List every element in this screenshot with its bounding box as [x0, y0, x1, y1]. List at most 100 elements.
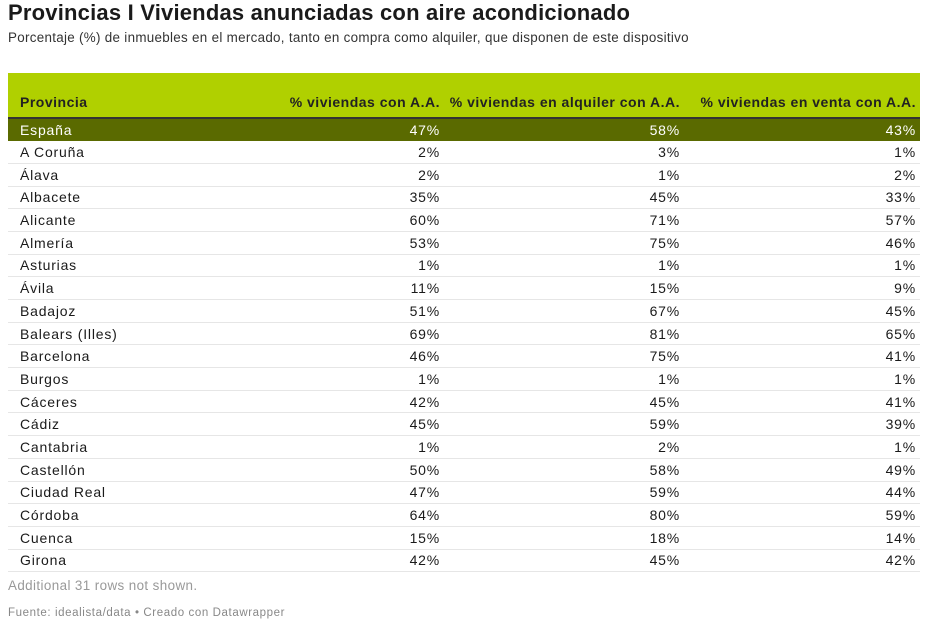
percentage-cell: 1%	[202, 367, 444, 391]
rows-not-shown-note: Additional 31 rows not shown.	[8, 578, 198, 593]
percentage-cell: 9%	[684, 276, 920, 300]
percentage-cell: 1%	[444, 163, 684, 187]
percentage-cell: 43%	[684, 118, 920, 142]
province-cell: A Coruña	[8, 140, 202, 164]
table-row: Córdoba 64% 80% 59%	[8, 503, 920, 527]
percentage-cell: 45%	[202, 412, 444, 437]
province-cell: Balears (Illes)	[8, 322, 202, 346]
percentage-cell: 1%	[684, 254, 920, 278]
percentage-cell: 1%	[684, 367, 920, 391]
percentage-cell: 47%	[202, 118, 444, 142]
percentage-cell: 81%	[444, 322, 684, 346]
province-cell: Ávila	[8, 276, 202, 300]
province-cell: Cantabria	[8, 435, 202, 459]
province-cell: Álava	[8, 163, 202, 187]
province-cell: Cuenca	[8, 526, 202, 550]
column-header[interactable]: % viviendas con A.A.	[202, 73, 444, 119]
percentage-cell: 11%	[202, 276, 444, 300]
table-row: Girona 42% 45% 42%	[8, 549, 920, 573]
table-row: España 47% 58% 43%	[8, 118, 920, 142]
source-credit: Fuente: idealista/data • Creado con Data…	[8, 607, 286, 619]
chart-title: Provincias I Viviendas anunciadas con ai…	[8, 0, 631, 25]
percentage-cell: 75%	[444, 231, 684, 255]
percentage-cell: 35%	[202, 186, 444, 210]
table-row: Ávila 11% 15% 9%	[8, 276, 920, 300]
province-cell: Almería	[8, 231, 202, 255]
percentage-cell: 45%	[444, 390, 684, 414]
province-cell: Barcelona	[8, 344, 202, 369]
column-header[interactable]: % viviendas en venta con A.A.	[684, 73, 920, 119]
province-cell: Castellón	[8, 458, 202, 482]
province-cell: Burgos	[8, 367, 202, 391]
percentage-cell: 58%	[444, 458, 684, 482]
percentage-cell: 57%	[684, 208, 920, 232]
percentage-cell: 64%	[202, 503, 444, 527]
province-cell: Alicante	[8, 208, 202, 232]
table-row: Albacete 35% 45% 33%	[8, 186, 920, 210]
percentage-cell: 42%	[202, 390, 444, 414]
province-cell: Asturias	[8, 254, 202, 278]
percentage-cell: 59%	[444, 481, 684, 505]
province-cell: España	[8, 118, 202, 142]
percentage-cell: 15%	[202, 526, 444, 550]
table-row: Ciudad Real 47% 59% 44%	[8, 481, 920, 505]
percentage-cell: 1%	[444, 367, 684, 391]
percentage-cell: 58%	[444, 118, 684, 142]
column-header[interactable]: Provincia	[8, 73, 202, 119]
percentage-cell: 14%	[684, 526, 920, 550]
percentage-cell: 2%	[202, 140, 444, 164]
province-cell: Girona	[8, 549, 202, 573]
percentage-cell: 42%	[684, 549, 920, 573]
percentage-cell: 1%	[684, 140, 920, 164]
table-row: Badajoz 51% 67% 45%	[8, 299, 920, 323]
table-row: Alicante 60% 71% 57%	[8, 208, 920, 232]
percentage-cell: 69%	[202, 322, 444, 346]
percentage-cell: 2%	[444, 435, 684, 459]
province-cell: Cáceres	[8, 390, 202, 414]
percentage-cell: 39%	[684, 412, 920, 437]
table-row: Cuenca 15% 18% 14%	[8, 526, 920, 550]
percentage-cell: 53%	[202, 231, 444, 255]
table-row: Barcelona 46% 75% 41%	[8, 344, 920, 369]
table-row: Cantabria 1% 2% 1%	[8, 435, 920, 459]
percentage-cell: 2%	[684, 163, 920, 187]
province-cell: Badajoz	[8, 299, 202, 323]
table-row: Asturias 1% 1% 1%	[8, 254, 920, 278]
percentage-cell: 45%	[444, 549, 684, 573]
percentage-cell: 51%	[202, 299, 444, 323]
province-cell: Cádiz	[8, 412, 202, 437]
percentage-cell: 80%	[444, 503, 684, 527]
percentage-cell: 18%	[444, 526, 684, 550]
percentage-cell: 1%	[202, 435, 444, 459]
percentage-cell: 45%	[684, 299, 920, 323]
percentage-cell: 46%	[202, 344, 444, 369]
percentage-cell: 47%	[202, 481, 444, 505]
chart-subtitle: Porcentaje (%) de inmuebles en el mercad…	[8, 30, 689, 45]
percentage-cell: 50%	[202, 458, 444, 482]
column-header[interactable]: % viviendas en alquiler con A.A.	[444, 73, 684, 119]
percentage-cell: 60%	[202, 208, 444, 232]
percentage-cell: 15%	[444, 276, 684, 300]
percentage-cell: 71%	[444, 208, 684, 232]
percentage-cell: 59%	[684, 503, 920, 527]
table-row: Balears (Illes) 69% 81% 65%	[8, 322, 920, 346]
percentage-cell: 45%	[444, 186, 684, 210]
percentage-cell: 65%	[684, 322, 920, 346]
percentage-cell: 41%	[684, 344, 920, 369]
table-row: Cáceres 42% 45% 41%	[8, 390, 920, 414]
percentage-cell: 44%	[684, 481, 920, 505]
percentage-cell: 59%	[444, 412, 684, 437]
percentage-cell: 46%	[684, 231, 920, 255]
percentage-cell: 3%	[444, 140, 684, 164]
province-cell: Ciudad Real	[8, 481, 202, 505]
percentage-cell: 49%	[684, 458, 920, 482]
percentage-cell: 33%	[684, 186, 920, 210]
table-row: Burgos 1% 1% 1%	[8, 367, 920, 391]
table-row: Castellón 50% 58% 49%	[8, 458, 920, 482]
data-table: Provincia % viviendas con A.A. % viviend…	[8, 73, 920, 573]
table-row: Álava 2% 1% 2%	[8, 163, 920, 187]
table-row: Cádiz 45% 59% 39%	[8, 412, 920, 437]
table-header-row: Provincia % viviendas con A.A. % viviend…	[8, 73, 920, 119]
province-cell: Albacete	[8, 186, 202, 210]
percentage-cell: 42%	[202, 549, 444, 573]
